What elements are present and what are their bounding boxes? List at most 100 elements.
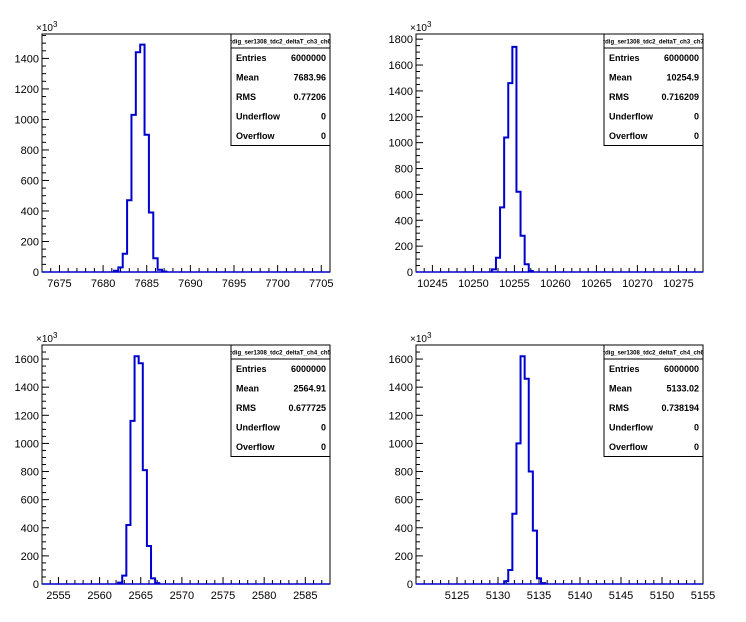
x-tick-label: 7690	[178, 278, 202, 290]
x-tick-label: 5145	[609, 590, 633, 602]
stats-label: Mean	[236, 384, 259, 394]
y-tick-label: 0	[33, 267, 39, 279]
y-multiplier-label: ×103	[36, 20, 58, 34]
stats-value: 0	[321, 423, 326, 433]
x-tick-label: 2555	[46, 590, 70, 602]
histogram-outline	[490, 45, 534, 272]
stats-box: tdig_ser1308_tdc2_deltaT_ch4_ch5 Entries 6…	[230, 344, 332, 457]
stats-value: 6000000	[664, 364, 699, 374]
y-tick-label: 0	[407, 267, 413, 279]
x-tick-label: 2570	[170, 590, 194, 602]
x-tick-label: 7685	[134, 278, 158, 290]
histogram-bin	[496, 258, 500, 272]
histogram-bin	[145, 135, 149, 272]
y-tick-label: 1000	[15, 438, 39, 450]
stats-value: 0.716209	[661, 92, 699, 102]
stats-label: Mean	[609, 384, 632, 394]
histogram-bin	[149, 213, 153, 273]
histogram-bin	[533, 531, 537, 584]
stats-box-frame	[230, 344, 331, 457]
stats-value: 6000000	[291, 364, 326, 374]
y-tick-label: 200	[395, 241, 413, 253]
histogram-bin	[492, 269, 496, 272]
histogram-bin	[508, 83, 512, 272]
stats-label: RMS	[609, 92, 629, 102]
stats-value: 2564.91	[293, 384, 326, 394]
stats-label: RMS	[236, 403, 256, 413]
histogram-bin	[140, 45, 144, 272]
y-multiplier-label: ×103	[36, 331, 58, 345]
x-tick-label: 2575	[211, 590, 235, 602]
y-tick-label: 1200	[389, 112, 413, 124]
stats-label: Overflow	[236, 442, 276, 452]
histogram-bin	[512, 514, 516, 584]
y-tick-label: 1400	[15, 53, 39, 65]
stats-value: 0	[694, 423, 699, 433]
histogram-bin	[143, 470, 147, 584]
x-tick-label: 10245	[417, 278, 448, 290]
y-tick-label: 1000	[15, 114, 39, 126]
stats-value: 7683.96	[293, 73, 326, 83]
histogram-bin	[158, 270, 162, 272]
histogram-panel-2: 10245 10250 10255 10260 10265 10270 10275 0 200 4…	[389, 20, 705, 290]
histogram-bin	[135, 356, 139, 584]
x-tick-label: 10270	[622, 278, 653, 290]
stats-title: tdig_ser1308_tdc2_deltaT_ch3_ch6	[230, 40, 331, 46]
histogram-bin	[118, 267, 122, 272]
x-tick-label: 7695	[222, 278, 246, 290]
y-tick-label: 1000	[389, 138, 413, 150]
histogram-bin	[516, 192, 520, 272]
histogram-bin	[508, 570, 512, 584]
x-tick-label: 2565	[129, 590, 153, 602]
x-tick-label: 7680	[91, 278, 115, 290]
stats-label: RMS	[236, 92, 256, 102]
histogram-bin	[529, 271, 533, 272]
x-tick-label: 5135	[527, 590, 551, 602]
stats-label: Entries	[609, 364, 640, 374]
y-tick-label: 200	[395, 551, 413, 563]
histogram-panel-4: 5125 5130 5135 5140 5145 5150 5155 0 200 400 600 80…	[389, 331, 716, 602]
histogram-bin	[139, 363, 143, 584]
histogram-outline	[113, 43, 168, 273]
y-multiplier-label: ×103	[410, 20, 432, 34]
stats-label: Underflow	[236, 423, 281, 433]
histogram-bin	[155, 583, 159, 584]
histogram-bin	[130, 421, 134, 584]
y-tick-label: 200	[21, 551, 39, 563]
y-tick-label: 1800	[389, 34, 413, 46]
histogram-panel-1: 7675 7680 7685 7690 7695 7700 7705 0 200 400 600 80…	[15, 20, 334, 290]
histogram-bin	[126, 525, 130, 584]
histogram-bin	[151, 578, 155, 584]
y-tick-label: 1600	[15, 354, 39, 366]
stats-value: 0	[321, 442, 326, 452]
stats-value: 6000000	[291, 53, 326, 63]
x-tick-label: 7675	[47, 278, 71, 290]
stats-title: tdig_ser1308_tdc2_deltaT_ch3_ch7	[603, 40, 704, 46]
x-tick-label: 5150	[650, 590, 674, 602]
stats-label: Entries	[609, 53, 640, 63]
stats-box-frame	[603, 344, 704, 457]
stats-box: tdig_ser1308_tdc2_deltaT_ch3_ch7 Entries 6…	[603, 33, 705, 146]
histogram-bin	[131, 115, 135, 272]
stats-label: Underflow	[609, 423, 654, 433]
y-tick-label: 1200	[15, 84, 39, 96]
y-tick-label: 1600	[389, 354, 413, 366]
stats-value: 5133.02	[666, 384, 699, 394]
histogram-bin	[541, 583, 545, 584]
histogram-bin	[504, 137, 508, 272]
y-tick-label: 400	[395, 215, 413, 227]
stats-label: Mean	[236, 73, 259, 83]
y-tick-label: 1200	[389, 410, 413, 422]
histogram-bin	[122, 576, 126, 584]
y-tick-label: 600	[395, 189, 413, 201]
x-tick-label: 5130	[486, 590, 510, 602]
histogram-outline	[117, 355, 161, 585]
histogram-bin	[537, 578, 541, 584]
y-tick-label: 600	[395, 495, 413, 507]
y-tick-label: 600	[21, 175, 39, 187]
histogram-outline	[503, 355, 547, 585]
x-tick-label: 10250	[458, 278, 489, 290]
x-tick-label: 2560	[87, 590, 111, 602]
stats-box-frame	[230, 33, 331, 146]
histogram-bin	[123, 254, 127, 272]
